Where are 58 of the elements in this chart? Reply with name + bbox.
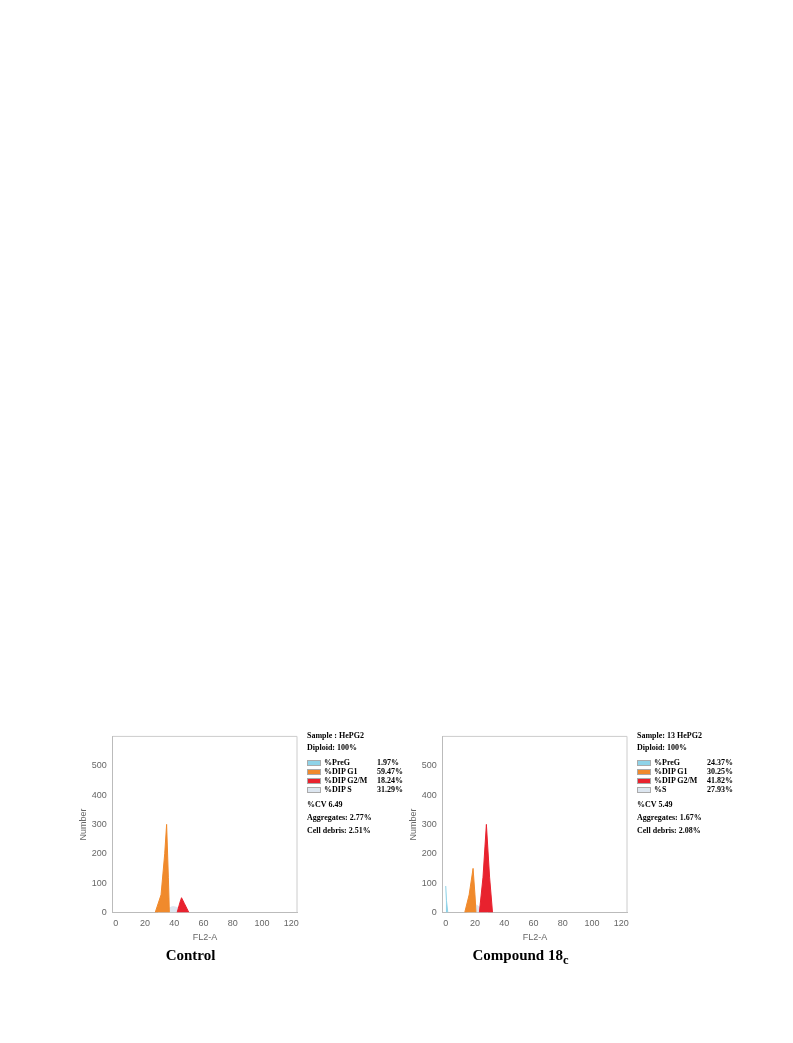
y-tick-label: 0 [431,906,437,917]
y-tick-label: 500 [91,760,107,771]
x-tick-label: 100 [254,918,270,929]
text: Diploid: 100% [307,743,358,752]
y-tick-label: 300 [91,818,107,829]
text: Compound 18$_{c}$ [471,947,570,968]
text: Diploid: 100% [637,743,688,752]
x-tick-label: 40 [499,918,510,929]
text: 30.25% [707,767,733,776]
x-tick-label: 80 [227,918,238,929]
y-axis-title: Number [77,808,88,841]
legend-label: %DIP G1 [324,767,359,776]
legend-label: %S [654,785,668,794]
y-tick-label: 200 [91,848,107,859]
text: Control [164,947,217,964]
legend-label: %PreG [324,758,352,767]
y-tick-label: 400 [421,789,437,800]
y-tick-label: 400 [91,789,107,800]
y-tick-label: 500 [421,760,437,771]
x-tick-label: 120 [613,918,629,929]
text: Aggregates: 2.77% [307,813,373,822]
x-tick-label: 120 [283,918,299,929]
text: 41.82% [707,776,733,785]
legend-label: %PreG [654,758,682,767]
y-axis-title: Number [407,808,418,841]
x-tick-label: 20 [469,918,480,929]
x-tick-label: 0 [113,918,119,929]
text: 59.47% [377,767,403,776]
x-tick-label: 60 [198,918,209,929]
text: 18.24% [377,776,403,785]
y-tick-label: 300 [421,818,437,829]
x-tick-label: 20 [139,918,150,929]
text: Sample: 13 HePG2 [637,731,703,740]
legend-label: %DIP G1 [654,767,689,776]
text: %CV 6.49 [307,800,344,809]
x-axis-title: FL2-A [192,932,218,943]
x-tick-label: 100 [584,918,600,929]
x-tick-label: 60 [528,918,539,929]
x-axis-title: FL2-A [522,932,548,943]
y-tick-label: 200 [421,848,437,859]
y-tick-label: 100 [421,877,437,888]
text: 1.97% [377,758,399,767]
y-tick-label: 100 [91,877,107,888]
text: 27.93% [707,785,733,794]
x-tick-label: 40 [169,918,180,929]
text: Cell debris: 2.51% [307,826,372,835]
text: Cell debris: 2.08% [637,826,702,835]
text: Aggregates: 1.67% [637,813,703,822]
text: 24.37% [707,758,733,767]
legend-label: %DIP G2/M [654,776,699,785]
x-tick-label: 80 [557,918,568,929]
y-tick-label: 0 [101,906,107,917]
legend-label: %DIP S [324,785,353,794]
text: 31.29% [377,785,403,794]
text: %CV 5.49 [637,800,674,809]
x-tick-label: 0 [443,918,449,929]
text: Sample : HePG2 [307,731,365,740]
legend-label: %DIP G2/M [324,776,369,785]
